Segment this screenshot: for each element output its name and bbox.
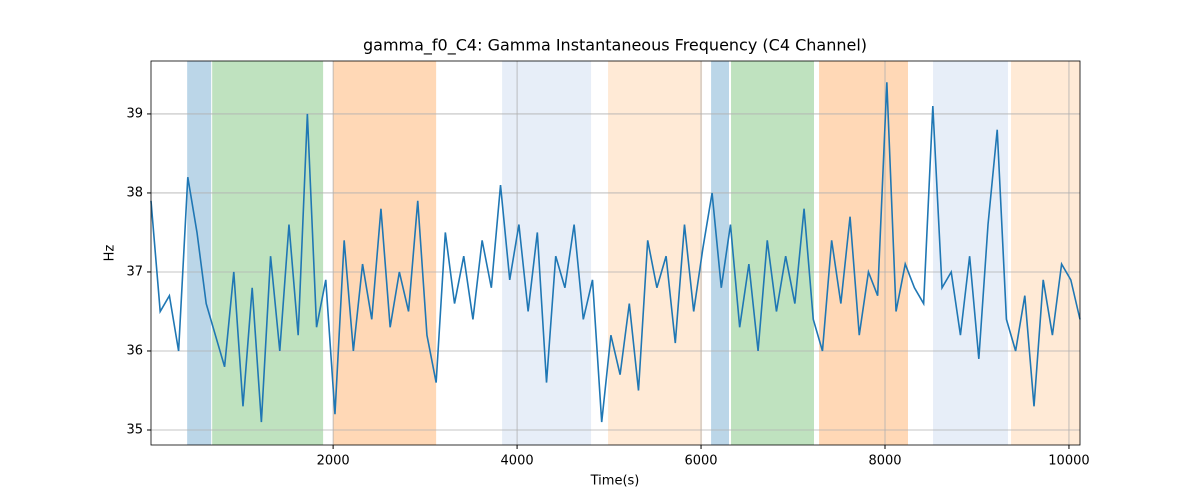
x-tick-label: 4000 xyxy=(501,454,534,469)
x-tick-label: 8000 xyxy=(868,454,901,469)
chart-title: gamma_f0_C4: Gamma Instantaneous Frequen… xyxy=(363,36,867,56)
span xyxy=(1011,61,1080,445)
y-tick-label: 36 xyxy=(126,343,143,358)
plot-frame xyxy=(150,60,1081,446)
y-tick-label: 38 xyxy=(126,185,143,200)
span xyxy=(608,61,703,445)
x-tick-label: 10000 xyxy=(1048,454,1089,469)
span xyxy=(819,61,908,445)
y-tick-label: 39 xyxy=(126,106,143,121)
span xyxy=(502,61,592,445)
x-axis-label: Time(s) xyxy=(590,474,640,489)
span xyxy=(711,61,730,445)
span xyxy=(212,61,324,445)
y-tick-label: 35 xyxy=(126,422,143,437)
data-line xyxy=(150,82,1081,423)
x-tick-label: 2000 xyxy=(317,454,350,469)
y-axis-label: Hz xyxy=(103,245,118,262)
x-tick-label: 6000 xyxy=(684,454,717,469)
span xyxy=(933,61,1008,445)
span xyxy=(731,61,814,445)
y-tick-label: 37 xyxy=(126,264,143,279)
